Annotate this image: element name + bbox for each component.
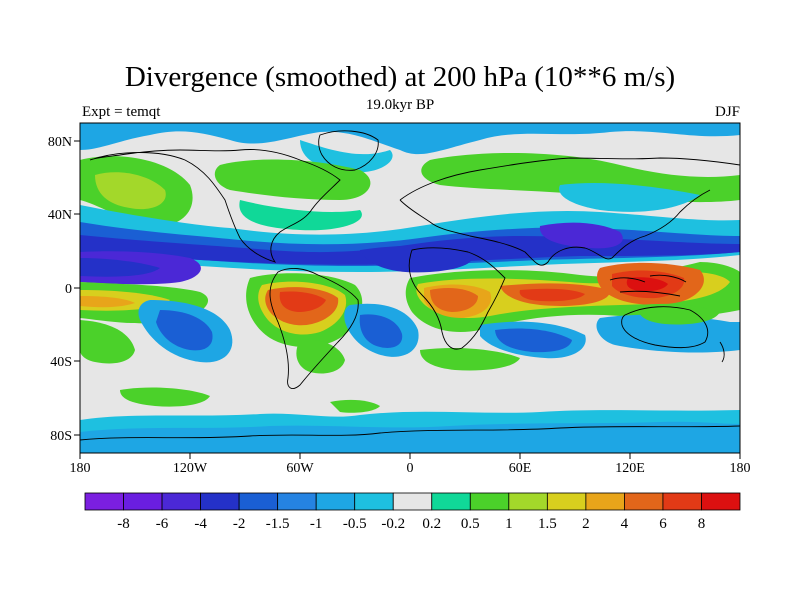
eurasia-cyan: [559, 183, 700, 212]
coast-greenland: [318, 130, 379, 171]
x-tick-label: 120W: [173, 461, 208, 476]
colorbar-swatch: [662, 492, 702, 511]
colorbar-swatch: [508, 492, 548, 511]
y-tick-label: 0: [65, 282, 72, 297]
tick-marks: [74, 140, 741, 459]
australia-green: [638, 303, 720, 325]
east-pacific-orange: [80, 296, 135, 308]
colorbar-swatch: [277, 492, 317, 511]
y-tick-label: 40N: [48, 208, 72, 223]
colorbar-swatch: [238, 492, 279, 511]
x-tick-label: 180: [70, 461, 91, 476]
colorbar-label: 8: [698, 516, 706, 532]
coast-australia: [621, 306, 709, 349]
coast-eurasia: [399, 157, 740, 266]
period-label: 19.0kyr BP: [365, 97, 435, 113]
colorbar-label: -4: [194, 516, 207, 532]
indian-ocean-red: [519, 288, 585, 302]
africa-dark-orange: [430, 288, 478, 312]
coast-antarctica: [80, 425, 740, 441]
colorbar-swatch: [585, 492, 625, 511]
north-atlantic-green: [214, 159, 371, 200]
coastline-layer: [80, 130, 740, 441]
x-tick-label: 60E: [509, 461, 532, 476]
maritime-continent-core: [626, 277, 668, 292]
colorbar-swatch: [161, 492, 201, 511]
y-tick-label: 40S: [50, 355, 72, 370]
x-tick-label: 120E: [615, 461, 645, 476]
colorbar-label: -1: [310, 516, 323, 532]
north-atlantic-cyan: [239, 200, 362, 231]
colorbar-swatch: [200, 492, 240, 511]
y-tick-label: 80N: [48, 135, 72, 150]
colorbar-label: 0.2: [422, 516, 441, 532]
colorbar-swatch: [701, 492, 741, 511]
asia-deep-blue: [539, 222, 623, 249]
colorbar-label: -0.5: [343, 516, 367, 532]
south-pacific-green: [80, 320, 135, 364]
south-america-red: [279, 291, 326, 312]
coast-north-america: [89, 149, 341, 263]
y-tick-label: 80S: [50, 429, 72, 444]
colorbar-swatch: [431, 492, 471, 511]
pacific-blue-core: [80, 258, 160, 277]
antarctic-blue: [80, 421, 740, 453]
colorbar-label: 4: [621, 516, 629, 532]
south-pacific-deep: [156, 310, 213, 351]
map-title: Divergence (smoothed) at 200 hPa (10**6 …: [124, 61, 676, 93]
colorbar-swatch: [354, 492, 394, 511]
colorbar-swatch: [392, 492, 433, 511]
south-atlantic-deep: [359, 314, 403, 348]
colorbar-swatch: [84, 492, 124, 511]
southern-ocean-green: [120, 387, 210, 407]
colorbar-label: -0.2: [381, 516, 405, 532]
coast-africa: [408, 247, 506, 350]
colorbar-swatch: [546, 492, 587, 511]
southern-ocean-green-2: [330, 399, 380, 413]
coast-new-zealand: [719, 341, 725, 363]
colorbar: -8 -6 -4 -2 -1.5 -1 -0.5 -0.2 0.2 0.5 1 1.5 2 4 6 8: [84, 492, 741, 532]
colorbar-label: 1: [505, 516, 513, 532]
north-pacific-yellow: [95, 172, 166, 210]
x-axis-labels: 180 120W 60W 0 60E 120E 180: [70, 461, 751, 476]
colorbar-swatch: [123, 492, 163, 511]
colorbar-swatch: [315, 492, 356, 511]
coast-south-america: [269, 268, 359, 389]
colorbar-swatch: [624, 492, 664, 511]
australia-blue: [596, 314, 740, 353]
colorbar-label: 6: [659, 516, 667, 532]
colorbar-label: -6: [156, 516, 169, 532]
contour-fill-layer: [80, 123, 740, 453]
x-tick-label: 180: [730, 461, 751, 476]
colorbar-swatch: [469, 492, 510, 511]
colorbar-label: -1.5: [266, 516, 290, 532]
x-tick-label: 0: [407, 461, 414, 476]
colorbar-label: 0.5: [461, 516, 480, 532]
south-indian-deep: [495, 328, 572, 353]
coast-indonesia: [609, 274, 687, 297]
colorbar-label: -2: [233, 516, 246, 532]
atlantic-blue: [360, 245, 473, 273]
arctic-negative-band: [80, 123, 740, 155]
colorbar-label: 1.5: [538, 516, 557, 532]
colorbar-label: -8: [117, 516, 130, 532]
x-tick-label: 60W: [286, 461, 314, 476]
season-label: DJF: [714, 104, 740, 120]
south-indian-green: [420, 347, 520, 371]
experiment-label: Expt = temqt: [82, 104, 161, 120]
y-axis-labels: 80N 40N 0 40S 80S: [48, 135, 72, 444]
colorbar-label: 2: [582, 516, 590, 532]
